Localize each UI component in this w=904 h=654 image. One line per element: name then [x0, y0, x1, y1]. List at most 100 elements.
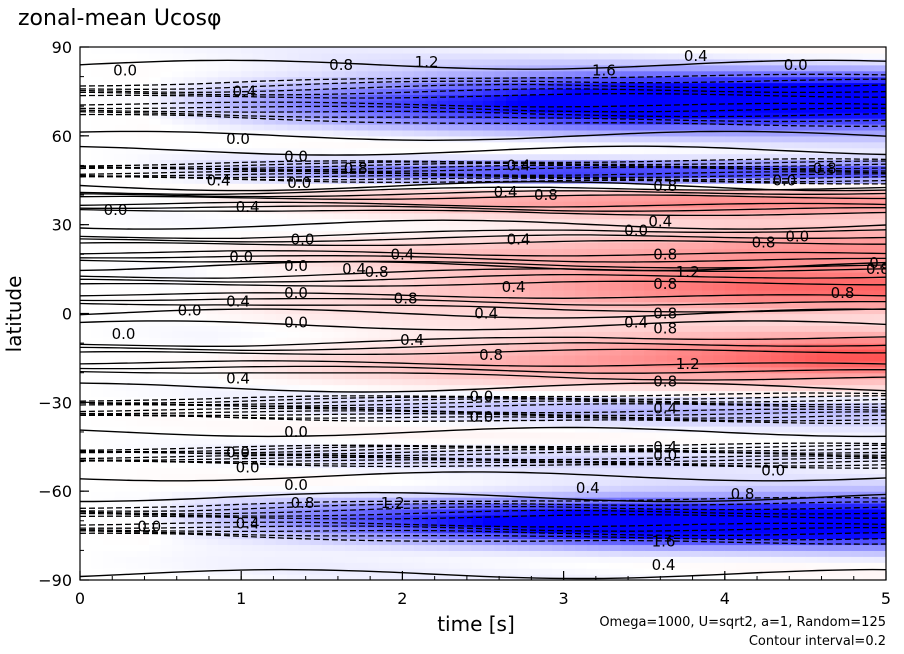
field-cell	[91, 443, 104, 451]
field-cell	[264, 372, 277, 380]
field-cell	[114, 106, 127, 113]
field-cell	[690, 491, 703, 498]
field-cell	[80, 574, 93, 580]
field-cell	[298, 183, 311, 190]
field-cell	[667, 242, 680, 249]
field-cell	[413, 153, 427, 161]
field-cell	[644, 349, 657, 356]
field-cell	[367, 266, 380, 273]
field-cell	[80, 218, 93, 226]
field-cell	[344, 497, 357, 504]
field-cell	[367, 556, 380, 563]
field-cell	[114, 366, 127, 374]
field-cell	[379, 277, 392, 285]
field-cell	[459, 431, 473, 439]
field-cell	[91, 497, 104, 504]
field-cell	[379, 420, 392, 427]
field-cell	[586, 177, 599, 184]
field-cell	[149, 402, 162, 409]
field-cell	[103, 177, 116, 184]
field-cell	[333, 426, 346, 433]
field-cell	[402, 141, 415, 149]
field-cell	[310, 556, 323, 563]
field-cell	[609, 76, 622, 84]
field-cell	[149, 538, 162, 546]
field-cell	[701, 562, 714, 569]
field-cell	[172, 100, 185, 107]
field-cell	[195, 360, 208, 368]
field-cell	[667, 88, 680, 95]
field-cell	[298, 177, 311, 184]
field-cell	[149, 289, 162, 297]
field-cell	[149, 242, 162, 249]
field-cell	[667, 135, 680, 143]
field-cell	[621, 431, 634, 439]
field-cell	[609, 378, 622, 386]
field-cell	[459, 277, 473, 285]
field-cell	[241, 538, 254, 546]
field-cell	[183, 82, 196, 90]
field-cell	[241, 562, 254, 569]
field-cell	[413, 396, 427, 403]
field-cell	[287, 106, 300, 113]
field-cell	[563, 230, 576, 238]
field-cell	[356, 47, 369, 54]
field-cell	[540, 449, 553, 457]
field-cell	[667, 431, 680, 439]
field-cell	[137, 283, 150, 291]
field-cell	[126, 177, 139, 184]
field-cell	[701, 319, 714, 326]
field-cell	[701, 408, 714, 415]
field-cell	[621, 52, 634, 60]
field-cell	[390, 426, 403, 433]
field-cell	[517, 88, 530, 95]
field-cell	[390, 479, 403, 486]
field-cell	[678, 574, 691, 580]
field-cell	[287, 467, 300, 474]
field-cell	[229, 47, 242, 54]
field-cell	[529, 366, 542, 374]
field-cell	[678, 88, 691, 95]
field-cell	[80, 141, 93, 149]
field-cell	[229, 76, 242, 84]
field-cell	[586, 431, 599, 439]
field-cell	[586, 479, 599, 486]
field-cell	[252, 331, 265, 338]
field-cell	[701, 520, 714, 528]
field-cell	[713, 426, 726, 433]
field-cell	[701, 503, 714, 510]
field-cell	[367, 574, 380, 580]
field-cell	[126, 118, 139, 125]
field-cell	[598, 514, 611, 522]
field-cell	[229, 372, 242, 380]
field-cell	[367, 212, 380, 220]
field-cell	[229, 360, 242, 368]
field-cell	[275, 497, 288, 504]
field-cell	[667, 491, 680, 498]
field-cell	[413, 242, 427, 249]
field-cell	[287, 283, 300, 291]
field-cell	[172, 230, 185, 238]
field-cell	[436, 568, 450, 575]
field-cell	[540, 526, 553, 534]
field-cell	[413, 378, 427, 386]
field-cell	[436, 141, 450, 149]
field-cell	[91, 64, 104, 72]
field-cell	[241, 331, 254, 338]
field-cell	[367, 195, 380, 202]
field-cell	[655, 313, 668, 321]
field-cell	[160, 443, 173, 451]
field-cell	[655, 64, 668, 72]
field-cell	[552, 420, 565, 427]
field-cell	[275, 52, 288, 60]
field-cell	[218, 135, 231, 143]
field-cell	[367, 479, 380, 486]
field-cell	[379, 82, 392, 90]
field-cell	[575, 354, 588, 362]
field-cell	[621, 88, 634, 95]
field-cell	[310, 88, 323, 95]
field-cell	[367, 76, 380, 84]
field-cell	[540, 538, 553, 546]
field-cell	[218, 337, 231, 344]
field-cell	[229, 349, 242, 356]
